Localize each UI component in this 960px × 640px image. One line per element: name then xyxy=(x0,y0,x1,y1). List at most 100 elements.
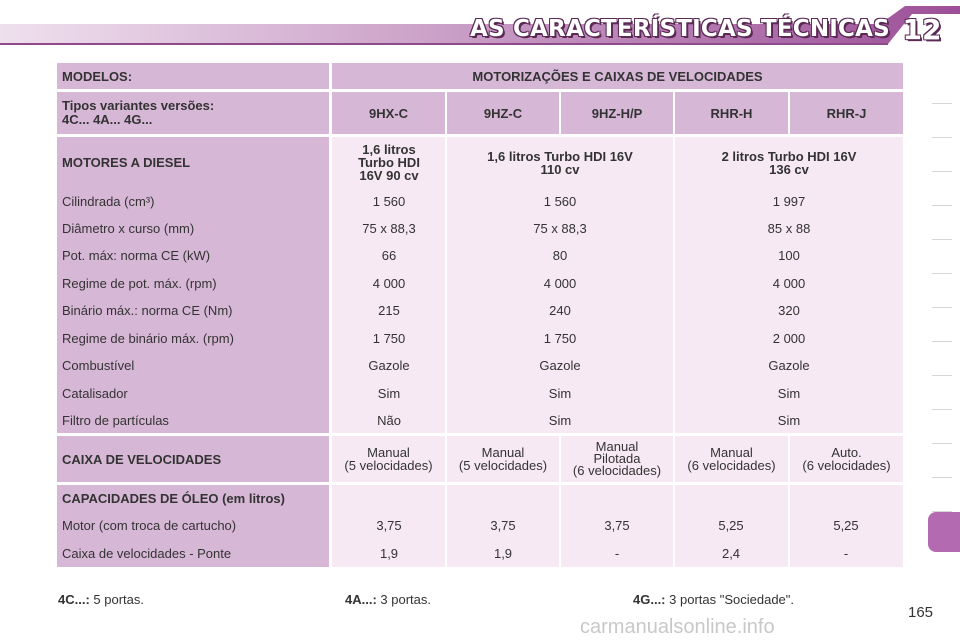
spec-value: Gazole xyxy=(368,358,410,373)
spec-value: 1 560 xyxy=(372,194,406,209)
spec-value: 240 xyxy=(549,303,571,318)
chapter-tab[interactable] xyxy=(932,274,952,308)
oil-col xyxy=(675,485,788,567)
spec-label: Combustível xyxy=(62,358,135,373)
gearbox-line: (5 velocidades) xyxy=(458,458,548,473)
spec-value: 2 000 xyxy=(772,331,806,346)
gearbox-cell: Manual (5 velocidades) xyxy=(447,436,559,482)
group-header: MOTORIZAÇÕES E CAIXAS DE VELOCIDADES xyxy=(332,63,903,89)
engine-name-line: 136 cv xyxy=(769,162,809,177)
models-label: MODELOS: xyxy=(57,63,329,89)
engines-label: MOTORES A DIESEL xyxy=(62,155,191,170)
oil-value: 3,75 xyxy=(604,518,630,533)
oil-value: 5,25 xyxy=(833,518,859,533)
spec-value: 1 997 xyxy=(772,194,806,209)
gearbox-cell: Auto. (6 velocidades) xyxy=(790,436,903,482)
engine-name-line: 1,6 litros Turbo HDI 16V xyxy=(487,149,633,164)
variant-header: 9HZ-C xyxy=(447,92,559,134)
spec-value: Não xyxy=(377,413,401,428)
spec-value: Gazole xyxy=(539,358,581,373)
chapter-tab[interactable] xyxy=(932,70,952,104)
engine-name-line: 110 cv xyxy=(540,162,580,177)
chapter-tabs xyxy=(926,70,960,570)
chapter-tab[interactable] xyxy=(932,138,952,172)
spec-label: Binário máx.: norma CE (Nm) xyxy=(62,303,233,318)
spec-value: 66 xyxy=(381,248,397,263)
chapter-tab[interactable] xyxy=(932,376,952,410)
footnote-key: 4A...: xyxy=(345,592,377,607)
engine-col-1 xyxy=(332,137,445,433)
engine-name-line: 16V 90 cv xyxy=(359,168,419,183)
gearbox-line: (5 velocidades) xyxy=(344,458,433,473)
oil-value: 1,9 xyxy=(493,546,513,561)
spec-value: 4 000 xyxy=(372,276,406,291)
oil-col xyxy=(447,485,559,567)
engine-col-2 xyxy=(447,137,673,433)
spec-value: 1 560 xyxy=(543,194,577,209)
engine-3-name: 2 litros Turbo HDI 16V 136 cv xyxy=(722,150,857,176)
oil-value: 3,75 xyxy=(376,518,402,533)
engine-label-column xyxy=(57,137,329,433)
footnote-text: 3 portas "Sociedade". xyxy=(669,592,795,607)
engine-name-line: 1,6 litros xyxy=(362,142,416,157)
spec-value: Sim xyxy=(548,386,572,401)
chapter-tab[interactable] xyxy=(932,308,952,342)
chapter-tab[interactable] xyxy=(932,240,952,274)
engine-name-line: Turbo HDI xyxy=(358,155,420,170)
chapter-tab[interactable] xyxy=(932,206,952,240)
oil-value: 3,75 xyxy=(490,518,516,533)
watermark: carmanualsonline.info xyxy=(580,616,775,638)
oil-label: CAPACIDADES DE ÓLEO (em litros) xyxy=(62,491,285,506)
chapter-tab[interactable] xyxy=(932,410,952,444)
gearbox-cell: Manual Pilotada (6 velocidades) xyxy=(561,436,673,482)
engine-name-line: 2 litros Turbo HDI 16V xyxy=(721,149,857,164)
spec-label: Diâmetro x curso (mm) xyxy=(62,221,195,236)
spec-value: 80 xyxy=(552,248,568,263)
variant-header: RHR-H xyxy=(675,92,788,134)
chapter-tab[interactable] xyxy=(932,444,952,478)
variants-label-line: 4C... 4A... 4G... xyxy=(62,112,153,127)
oil-row-label: Caixa de velocidades - Ponte xyxy=(62,546,232,561)
spec-value: 1 750 xyxy=(372,331,406,346)
gearbox-label: CAIXA DE VELOCIDADES xyxy=(57,436,329,482)
spec-label: Cilindrada (cm³) xyxy=(62,194,155,209)
spec-value: 320 xyxy=(778,303,800,318)
spec-value: Sim xyxy=(777,413,801,428)
footnote: 4A...: 3 portas. xyxy=(345,592,431,607)
spec-label: Regime de binário máx. (rpm) xyxy=(62,331,234,346)
oil-value: 2,4 xyxy=(721,546,741,561)
variant-header: RHR-J xyxy=(790,92,903,134)
chapter-tab[interactable] xyxy=(932,172,952,206)
spec-value: 75 x 88,3 xyxy=(533,221,587,236)
spec-label: Regime de pot. máx. (rpm) xyxy=(62,276,217,291)
spec-value: Gazole xyxy=(768,358,810,373)
footnote: 4G...: 3 portas "Sociedade". xyxy=(633,592,794,607)
oil-row-label: Motor (com troca de cartucho) xyxy=(62,518,237,533)
footnote-key: 4C...: xyxy=(58,592,90,607)
gearbox-line: (6 velocidades) xyxy=(802,458,891,473)
gearbox-line: Manual xyxy=(595,439,639,454)
engine-col-3 xyxy=(675,137,903,433)
gearbox-line: Manual xyxy=(481,445,525,460)
gearbox-line: Pilotada xyxy=(593,451,641,466)
oil-col xyxy=(790,485,903,567)
footnote: 4C...: 5 portas. xyxy=(58,592,144,607)
gearbox-line: Manual xyxy=(367,445,410,460)
spec-value: Sim xyxy=(548,413,572,428)
spec-value: 4 000 xyxy=(543,276,577,291)
oil-col xyxy=(332,485,445,567)
variants-label-line: Tipos variantes versões: xyxy=(62,98,215,113)
oil-label-column xyxy=(57,485,329,567)
page-number: 165 xyxy=(908,604,934,621)
chapter-tab[interactable] xyxy=(932,478,952,512)
spec-label: Catalisador xyxy=(62,386,128,401)
chapter-tab[interactable] xyxy=(932,342,952,376)
spec-value: 215 xyxy=(378,303,400,318)
chapter-tab-active[interactable] xyxy=(928,512,960,552)
chapter-tab[interactable] xyxy=(932,104,952,138)
oil-value: - xyxy=(614,546,620,561)
engine-2-name: 1,6 litros Turbo HDI 16V 110 cv xyxy=(487,150,633,176)
variants-label: Tipos variantes versões: 4C... 4A... 4G.… xyxy=(57,92,329,134)
chapter-number: 12 xyxy=(902,13,942,46)
footnote-key: 4G...: xyxy=(633,592,666,607)
